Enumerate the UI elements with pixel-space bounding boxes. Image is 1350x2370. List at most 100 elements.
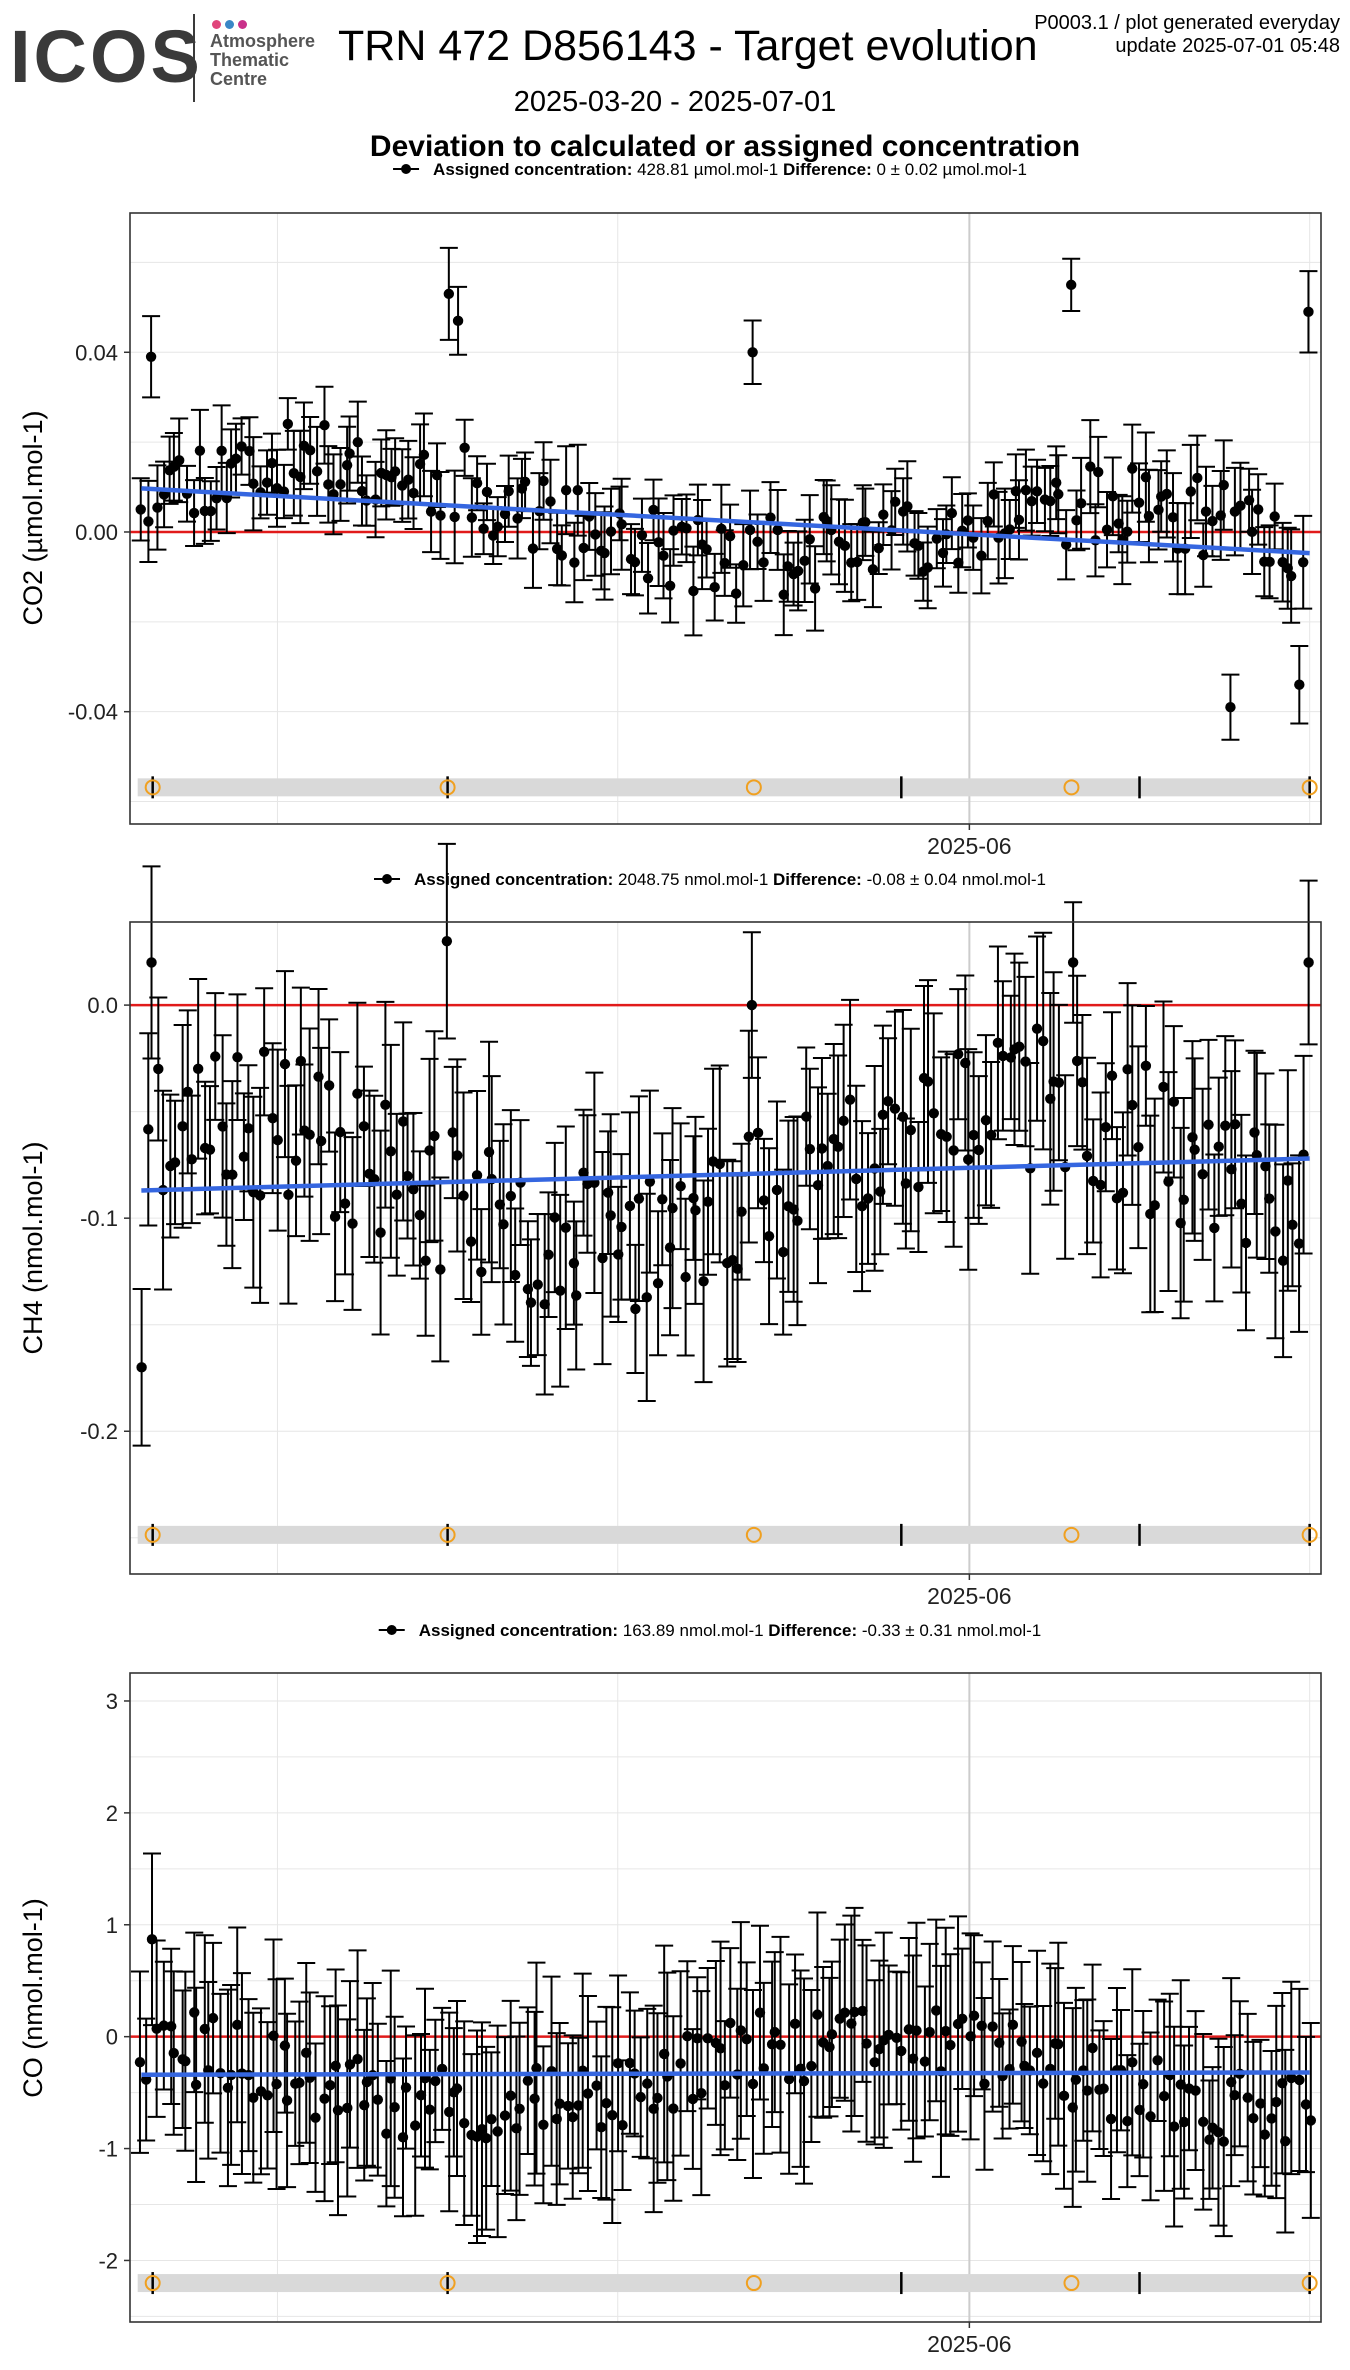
data-point [775, 2039, 786, 2050]
data-point [902, 501, 913, 512]
data-point [1259, 2129, 1271, 2140]
data-point [319, 2093, 330, 2104]
y-tick-label: -2 [98, 2248, 118, 2273]
data-point [244, 445, 255, 457]
data-point [1226, 1164, 1237, 1175]
data-point [216, 445, 227, 457]
data-point [616, 519, 627, 530]
data-point [1218, 479, 1229, 491]
data-point [642, 573, 654, 584]
data-point [1285, 570, 1297, 582]
update-note: P0003.1 / plot generated everyday update… [1034, 12, 1340, 58]
data-point [809, 583, 821, 594]
calibration-marker [439, 1526, 456, 1543]
data-point [369, 1173, 380, 1185]
data-point [860, 517, 871, 528]
y-axis-label: CO (nmol.mol-1) [18, 1898, 48, 2098]
data-point [173, 455, 185, 466]
data-point [979, 2078, 990, 2090]
icos-logo: ICOS [10, 15, 203, 98]
data-point [494, 1199, 506, 1210]
data-point [652, 2092, 663, 2104]
legend-text-part: 2048.75 nmol.mol-1 [618, 870, 773, 889]
data-point [1235, 500, 1246, 511]
data-point [294, 2077, 305, 2089]
data-point [569, 557, 580, 568]
data-point [616, 1221, 627, 1233]
data-point [1100, 1122, 1111, 1133]
data-point [361, 2076, 373, 2088]
data-point [425, 506, 437, 517]
data-point [332, 2105, 344, 2116]
data-point [205, 505, 217, 517]
data-point [924, 2026, 935, 2038]
data-point [828, 1133, 839, 1145]
data-point [1178, 2116, 1190, 2128]
legend-text: Assigned concentration: 428.81 µmol.mol-… [433, 160, 1027, 179]
data-point [471, 2131, 483, 2142]
data-point [882, 1096, 894, 1107]
y-tick-label: 0.0 [87, 993, 118, 1018]
data-point [1270, 1226, 1281, 1237]
data-point [1294, 679, 1305, 690]
logo-sub-line-2: Thematic [210, 50, 290, 70]
data-point [465, 1236, 477, 1247]
data-point [741, 2034, 752, 2045]
data-point [1082, 2085, 1093, 2096]
page-title: TRN 472 D856143 - Target evolution [338, 22, 1038, 70]
data-point [862, 1193, 874, 1204]
data-point [519, 476, 531, 487]
data-point [602, 1187, 614, 1198]
data-point [980, 1115, 992, 1126]
data-point [271, 2078, 282, 2090]
data-point [1122, 1064, 1133, 1075]
data-point [408, 1184, 419, 1195]
data-point [1133, 1142, 1144, 1153]
calibration-marker [439, 779, 456, 796]
data-point [304, 1129, 315, 1140]
data-point [1020, 1056, 1031, 1067]
data-point [532, 1279, 543, 1290]
data-point [414, 1209, 426, 1221]
data-point [664, 580, 676, 592]
calibration-marker [144, 1526, 161, 1543]
data-point [281, 2095, 293, 2106]
data-point [839, 2007, 851, 2018]
data-point [344, 448, 355, 459]
data-point [452, 315, 464, 327]
data-point [1053, 2038, 1064, 2050]
data-point [451, 2083, 463, 2094]
data-point [1060, 539, 1072, 550]
data-point [525, 1297, 537, 1308]
data-point [931, 533, 942, 544]
data-point [746, 999, 758, 1011]
data-point [499, 508, 511, 520]
data-point [1248, 2112, 1259, 2124]
data-point [514, 2103, 525, 2115]
data-point [668, 2103, 679, 2114]
trend-line [141, 1156, 1310, 1193]
data-point [624, 2057, 636, 2069]
data-point [1198, 2116, 1209, 2128]
data-point [415, 2090, 427, 2101]
data-point [798, 2075, 810, 2087]
chart-panel-co: 3 2 1 0 -1 -2 2025-06 CO (nmol.mol-1) Assigned c… [18, 1621, 1322, 2357]
data-point [792, 1215, 803, 1227]
data-point [282, 418, 294, 430]
data-point [941, 1131, 952, 1142]
data-point [505, 2090, 516, 2101]
data-point [948, 1145, 959, 1156]
data-point [1077, 1077, 1088, 1088]
data-point [922, 1076, 934, 1087]
data-point [499, 2110, 511, 2121]
data-point [1264, 556, 1275, 568]
data-point [1161, 488, 1172, 500]
data-point [1143, 510, 1155, 522]
data-point [1298, 557, 1309, 568]
data-point [258, 1046, 270, 1057]
legend-text-part: -0.08 ± 0.04 nmol.mol-1 [867, 870, 1046, 889]
data-point [261, 477, 273, 488]
data-point [1075, 498, 1087, 509]
data-point [1282, 1175, 1294, 1186]
